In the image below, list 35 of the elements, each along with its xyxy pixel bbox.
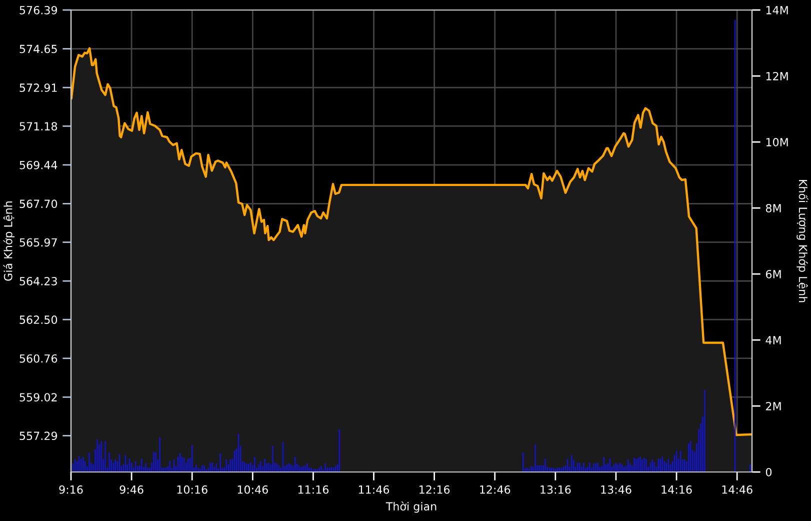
y-tick-label: 559.02: [20, 393, 57, 402]
y-tick-label: 569.44: [20, 160, 58, 170]
y-tick-label: 565.97: [20, 238, 57, 247]
y-axis-title: Giá Khớp Lệnh: [3, 202, 14, 281]
y-tick-label: 572.91: [20, 84, 57, 92]
y2-tick-label: 10M: [766, 138, 788, 146]
y2-tick-label: 14M: [766, 6, 788, 14]
x-tick-label: 10:16: [177, 485, 208, 494]
y-tick-label: 564.23: [20, 276, 57, 286]
y2-axis-title: Khối Lượng Khớp Lệnh: [796, 180, 808, 302]
y2-tick-label: 0: [766, 468, 772, 476]
y2-tick-label: 6M: [766, 270, 781, 278]
x-tick-label: 14:46: [722, 485, 752, 494]
y-tick-label: 562.50: [20, 316, 58, 324]
y2-tick-label: 12M: [766, 72, 788, 80]
y-tick-label: 576.39: [20, 6, 58, 14]
x-tick-label: 14:16: [662, 485, 692, 494]
y-tick-label: 560.76: [20, 354, 58, 363]
x-tick-label: 11:16: [298, 485, 329, 494]
y-tick-label: 557.29: [20, 432, 58, 440]
y-tick-label: 574.65: [20, 44, 57, 54]
y2-tick-label: 4M: [766, 336, 781, 344]
x-tick-label: 9:46: [120, 485, 144, 494]
y-tick-label: 567.70: [20, 200, 58, 208]
x-tick-label: 12:16: [420, 485, 450, 494]
x-tick-label: 11:46: [358, 485, 390, 494]
x-tick-label: 12:46: [480, 485, 510, 494]
x-tick-label: 13:46: [601, 485, 632, 494]
x-tick-label: 10:46: [238, 485, 268, 494]
x-tick-label: 9:16: [59, 485, 83, 494]
x-tick-label: 13:16: [540, 485, 571, 494]
y-tick-label: 571.18: [20, 122, 58, 130]
x-axis-title: Thời gian: [386, 502, 436, 513]
y2-tick-label: 2M: [766, 402, 781, 410]
y2-tick-label: 8M: [766, 204, 781, 212]
